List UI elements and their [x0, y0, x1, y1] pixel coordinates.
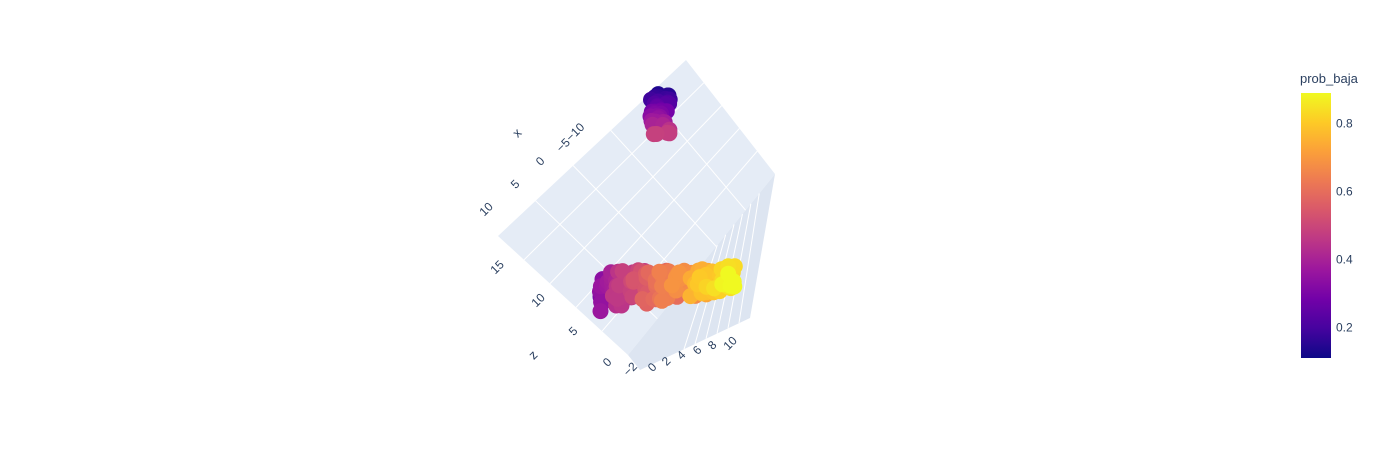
colorbar-tick-label: 0.4	[1336, 252, 1353, 266]
scatter-point	[592, 303, 609, 320]
x-tick: 10	[476, 199, 496, 219]
grid-line	[738, 193, 760, 324]
scatter-point	[725, 273, 742, 290]
colorbar-tick-label: 0.6	[1336, 185, 1353, 199]
colorbar-gradient	[1301, 93, 1331, 358]
y-tick: 8	[705, 338, 720, 353]
scatter-point	[645, 126, 662, 143]
scene-back-pane	[498, 60, 775, 355]
colorbar-ticks: 0.2 0.4 0.6 0.8	[1336, 117, 1353, 335]
z-axis-title: z	[525, 347, 540, 362]
scatter-point	[609, 290, 626, 307]
z-tick: 0	[600, 355, 615, 370]
scatter-point	[661, 125, 678, 142]
x-tick: 5	[508, 177, 523, 192]
scatter-points	[592, 86, 743, 320]
x-tick: 0	[533, 154, 548, 169]
grid-line	[549, 105, 722, 284]
scatter-point	[625, 271, 642, 288]
grid-line	[610, 130, 717, 247]
colorbar-title: prob_baja	[1300, 71, 1359, 86]
colorbar-tick-label: 0.2	[1336, 320, 1353, 334]
scatter-point	[651, 264, 668, 281]
y-tick: 6	[690, 343, 705, 358]
scatter-point	[653, 292, 670, 309]
x-axis-title: x	[509, 125, 525, 141]
colorbar: prob_baja 0.2 0.4 0.6 0.8	[1300, 71, 1359, 358]
y-tick: 10	[720, 333, 740, 353]
colorbar-tick-label: 0.8	[1336, 117, 1353, 131]
z-tick: 15	[487, 257, 507, 277]
scatter-point	[663, 277, 680, 294]
scene[interactable]	[498, 60, 775, 370]
scatter-point	[634, 291, 651, 308]
z-tick: 5	[566, 324, 581, 339]
z-tick: 10	[528, 290, 548, 310]
